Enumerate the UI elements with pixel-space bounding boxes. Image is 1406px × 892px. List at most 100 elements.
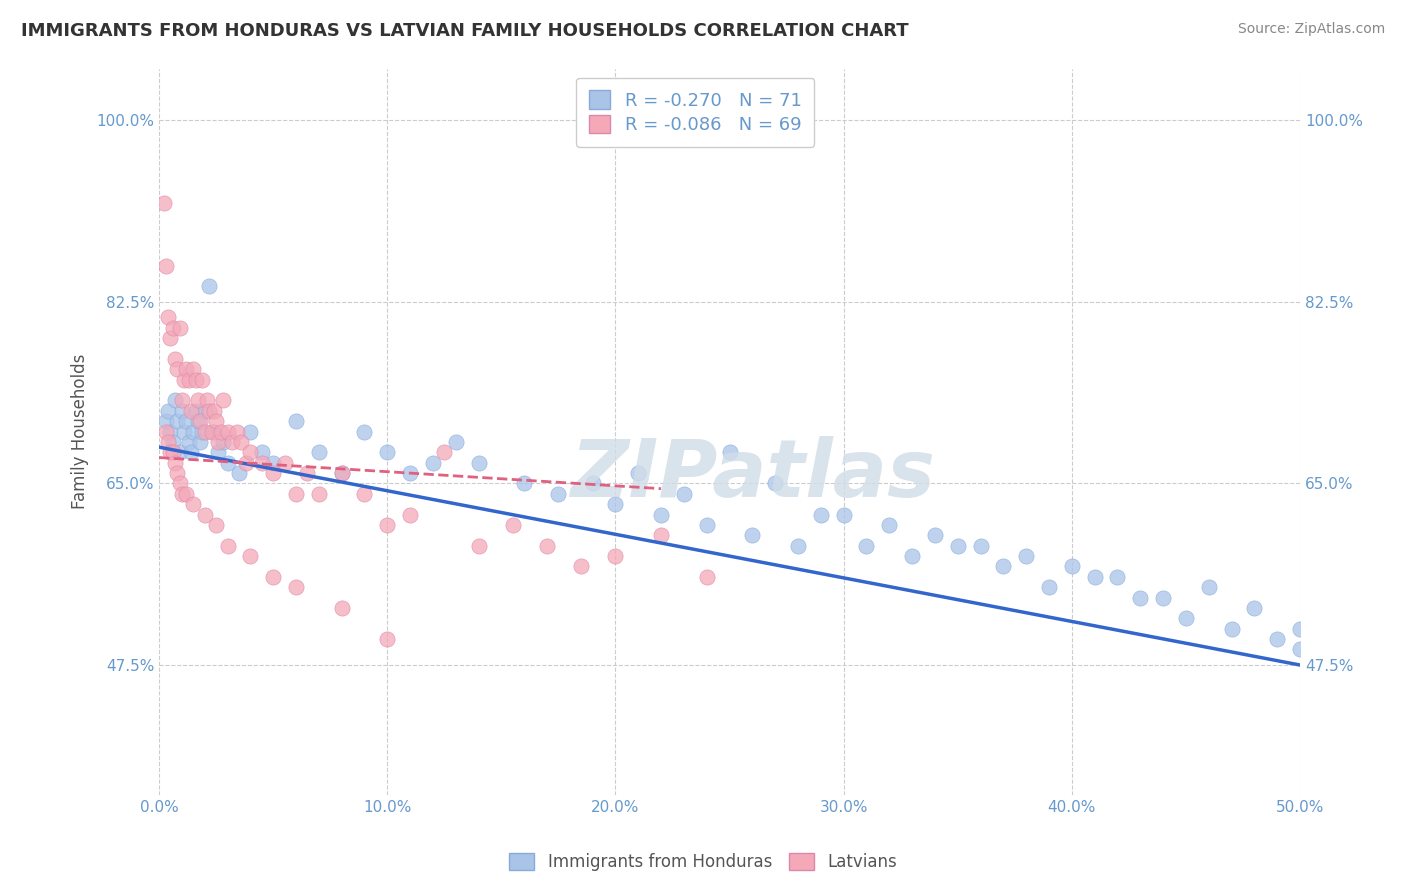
Point (198, 404, 221, 418)
Point (180, 445, 202, 459)
Point (1243, 601, 1265, 615)
Point (188, 434, 211, 449)
Point (152, 196, 174, 211)
Point (1084, 570, 1107, 584)
Point (547, 487, 569, 501)
Point (946, 539, 969, 553)
Point (181, 425, 204, 439)
Point (467, 456, 489, 470)
Legend: Immigrants from Honduras, Latvians: Immigrants from Honduras, Latvians (501, 845, 905, 880)
Point (810, 508, 832, 522)
Point (297, 466, 319, 480)
Point (513, 476, 536, 491)
Point (187, 393, 209, 408)
Point (787, 539, 810, 553)
Point (284, 414, 307, 428)
Point (993, 559, 1015, 574)
Point (1129, 591, 1152, 605)
Point (1174, 611, 1197, 625)
Point (181, 497, 204, 511)
Point (188, 414, 211, 428)
Point (170, 404, 193, 418)
Point (330, 466, 353, 480)
Point (159, 445, 181, 459)
Point (1265, 632, 1288, 646)
Point (330, 601, 353, 615)
Point (308, 445, 330, 459)
Point (170, 393, 193, 408)
Point (176, 362, 198, 376)
Point (159, 425, 181, 439)
Point (650, 528, 672, 542)
Point (217, 456, 239, 470)
Point (155, 259, 177, 273)
Point (353, 425, 375, 439)
Point (217, 425, 239, 439)
Point (924, 528, 946, 542)
Point (198, 279, 221, 293)
Point (163, 393, 186, 408)
Point (239, 445, 262, 459)
Point (502, 518, 524, 533)
Point (173, 373, 195, 387)
Point (969, 539, 991, 553)
Text: Source: ZipAtlas.com: Source: ZipAtlas.com (1237, 22, 1385, 37)
Y-axis label: Family Households: Family Households (72, 354, 89, 509)
Point (205, 414, 228, 428)
Point (262, 570, 284, 584)
Point (284, 487, 307, 501)
Point (877, 518, 900, 533)
Point (536, 539, 558, 553)
Point (262, 466, 284, 480)
Point (250, 445, 273, 459)
Legend: R = -0.270   N = 71, R = -0.086   N = 69: R = -0.270 N = 71, R = -0.086 N = 69 (576, 78, 814, 147)
Point (235, 456, 257, 470)
Point (239, 549, 262, 563)
Point (273, 456, 295, 470)
Point (207, 434, 229, 449)
Point (157, 434, 180, 449)
Point (169, 445, 191, 459)
Point (231, 434, 253, 449)
Point (173, 425, 195, 439)
Point (375, 632, 398, 646)
Point (159, 331, 181, 345)
Point (433, 445, 456, 459)
Point (162, 321, 184, 335)
Point (855, 539, 877, 553)
Point (184, 404, 207, 418)
Point (166, 414, 188, 428)
Point (191, 425, 214, 439)
Point (195, 393, 218, 408)
Point (207, 445, 229, 459)
Point (157, 310, 180, 325)
Point (166, 466, 188, 480)
Point (194, 425, 217, 439)
Point (901, 549, 924, 563)
Point (581, 476, 603, 491)
Point (181, 362, 204, 376)
Point (399, 466, 422, 480)
Point (1015, 549, 1038, 563)
Point (399, 508, 422, 522)
Point (422, 456, 444, 470)
Point (467, 539, 489, 553)
Point (569, 559, 592, 574)
Point (191, 373, 214, 387)
Point (163, 456, 186, 470)
Point (157, 404, 180, 418)
Point (209, 425, 232, 439)
Point (169, 476, 191, 491)
Point (605, 497, 627, 511)
Point (250, 456, 273, 470)
Point (194, 404, 217, 418)
Point (177, 373, 200, 387)
Point (163, 351, 186, 366)
Point (155, 414, 177, 428)
Point (444, 434, 467, 449)
Point (696, 518, 718, 533)
Point (763, 476, 786, 491)
Point (187, 414, 209, 428)
Point (205, 518, 228, 533)
Point (212, 434, 235, 449)
